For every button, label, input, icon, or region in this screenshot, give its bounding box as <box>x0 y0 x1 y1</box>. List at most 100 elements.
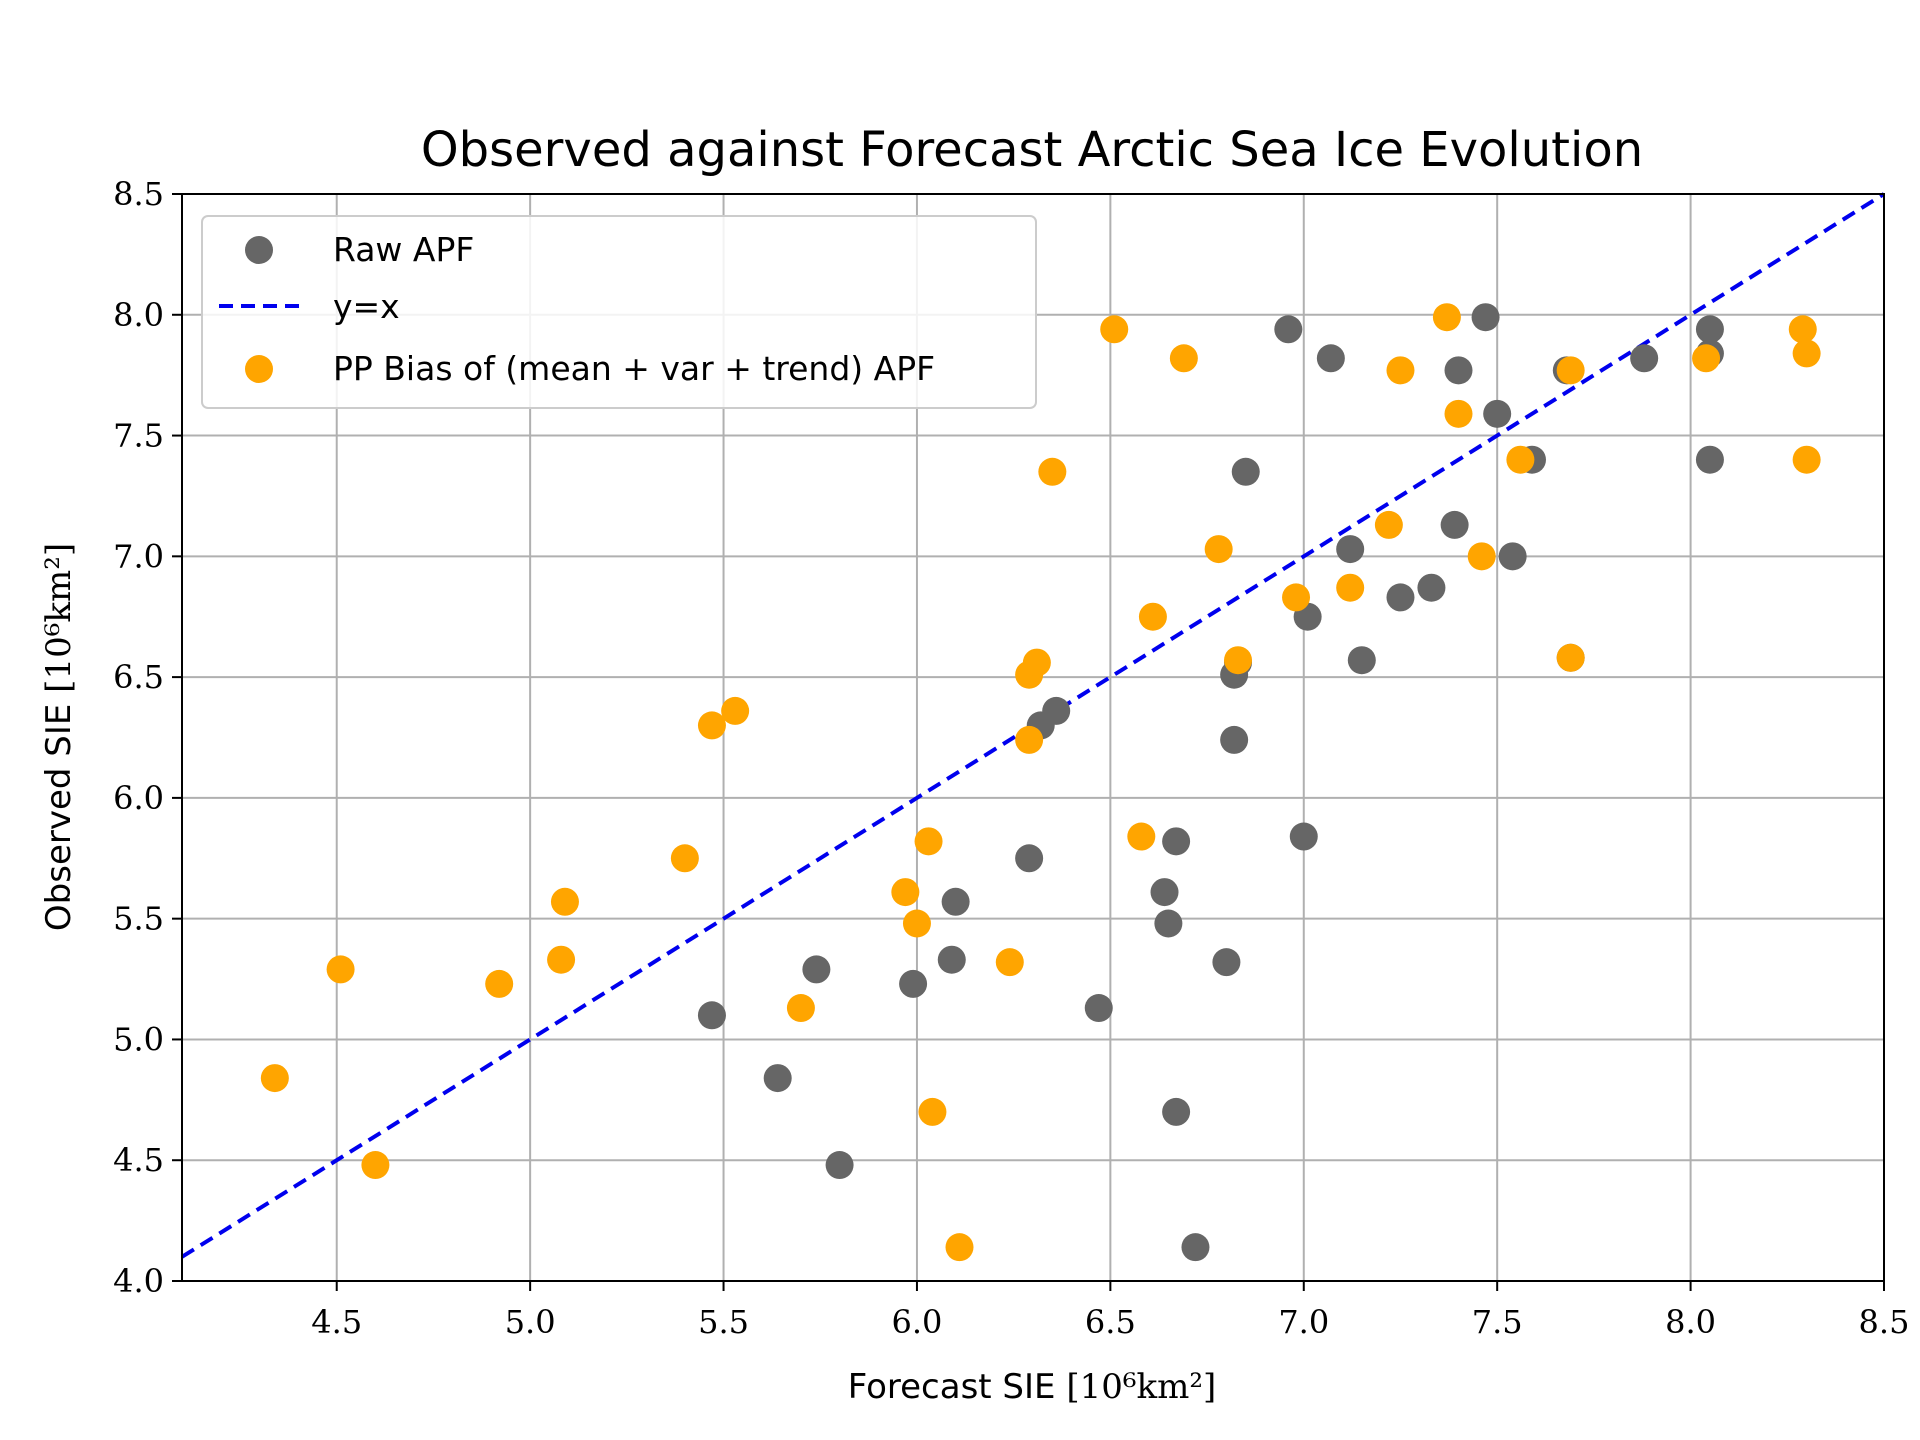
raw-apf-point <box>1154 909 1183 938</box>
raw-apf-point <box>697 1001 726 1030</box>
raw-apf-point <box>1630 344 1659 373</box>
y-tick-label: 6.0 <box>113 779 164 817</box>
pp-bias-point <box>697 711 726 740</box>
pp-bias-point <box>1015 725 1044 754</box>
pp-bias-point <box>891 878 920 907</box>
x-tick-label: 5.0 <box>505 1303 556 1341</box>
raw-apf-point <box>1231 457 1260 486</box>
raw-apf-point <box>1444 356 1473 385</box>
pp-bias-point <box>547 945 576 974</box>
raw-apf-point <box>937 945 966 974</box>
pp-bias-point <box>1100 315 1129 344</box>
plot-area-frame <box>181 193 1885 1282</box>
raw-apf-point <box>1440 510 1469 539</box>
axis-ticks: 4.5 5.0 5.5 6.0 6.5 7.0 7.5 8.0 8.5 4.0 4.5 5.0 5.5 6… <box>113 175 1909 1341</box>
pp-bias-point <box>1467 542 1496 571</box>
pp-bias-point <box>995 948 1024 977</box>
y-tick-label: 6.5 <box>113 658 164 696</box>
raw-apf-point <box>1347 646 1376 675</box>
raw-apf-point <box>1084 994 1113 1023</box>
raw-apf-point <box>899 969 928 998</box>
pp-bias-point <box>1127 822 1156 851</box>
x-tick-label: 7.5 <box>1472 1303 1523 1341</box>
pp-bias-point <box>902 909 931 938</box>
raw-apf-point <box>1220 725 1249 754</box>
pp-bias-point <box>1506 445 1535 474</box>
legend-label-raw-apf: Raw APF <box>333 230 474 269</box>
pp-bias-point <box>1204 535 1233 564</box>
y-tick-label: 8.0 <box>113 296 164 334</box>
pp-bias-point <box>361 1151 390 1180</box>
x-axis-label-text: Forecast SIE <box>848 1367 1067 1407</box>
raw-apf-point <box>1336 535 1365 564</box>
legend-marker-raw-apf <box>245 236 273 264</box>
pp-bias-point <box>1386 356 1415 385</box>
y-axis-label-text: Observed SIE <box>39 693 79 931</box>
pp-bias-point <box>1224 646 1253 675</box>
pp-bias-point <box>1788 315 1817 344</box>
legend-box <box>201 215 1037 409</box>
pp-bias-point <box>786 994 815 1023</box>
raw-apf-point <box>1212 948 1241 977</box>
legend-marker-pp-bias <box>245 355 273 383</box>
legend-label-pp-bias: PP Bias of (mean + var + trend) APF <box>333 349 935 388</box>
y-tick-label: 5.5 <box>113 900 164 938</box>
x-tick-label: 4.5 <box>311 1303 362 1341</box>
y-axis-label: Observed SIE [10⁶km²] <box>39 543 79 931</box>
x-tick-label: 6.0 <box>892 1303 943 1341</box>
data-points <box>260 303 1821 1262</box>
pp-bias-point <box>1282 583 1311 612</box>
pp-bias-point <box>1432 303 1461 332</box>
pp-bias-point <box>1692 344 1721 373</box>
pp-bias-point <box>1556 643 1585 672</box>
y-tick-label: 4.0 <box>113 1262 164 1300</box>
x-axis-label: Forecast SIE [10⁶km²] <box>848 1367 1216 1407</box>
raw-apf-point <box>1274 315 1303 344</box>
y-tick-label: 7.0 <box>113 537 164 575</box>
raw-apf-point <box>1042 696 1071 725</box>
raw-apf-point <box>763 1064 792 1093</box>
x-tick-label: 7.0 <box>1278 1303 1329 1341</box>
pp-bias-point <box>1022 648 1051 677</box>
pp-bias-point <box>1374 510 1403 539</box>
y-tick-label: 7.5 <box>113 417 164 455</box>
pp-bias-point <box>670 844 699 873</box>
pp-bias-point <box>1792 445 1821 474</box>
raw-apf-point <box>1471 303 1500 332</box>
pp-bias-point <box>721 696 750 725</box>
pp-bias-point <box>485 969 514 998</box>
raw-apf-point <box>1015 844 1044 873</box>
raw-apf-point <box>1289 822 1318 851</box>
y-tick-label: 5.0 <box>113 1020 164 1058</box>
raw-apf-point <box>1162 1097 1191 1126</box>
pp-bias-point <box>1336 573 1365 602</box>
raw-apf-point <box>1386 583 1415 612</box>
pp-bias-point <box>550 887 579 916</box>
chart-title: Observed against Forecast Arctic Sea Ice… <box>421 122 1643 178</box>
x-axis-label-units: [10⁶km²] <box>1066 1367 1216 1407</box>
raw-apf-point <box>1417 573 1446 602</box>
pp-bias-point <box>1138 602 1167 631</box>
pp-bias-point <box>945 1233 974 1262</box>
raw-apf-point <box>825 1151 854 1180</box>
y-tick-label: 4.5 <box>113 1141 164 1179</box>
raw-apf-point <box>1498 542 1527 571</box>
legend: Raw APF y=x PP Bias of (mean + var + tre… <box>201 215 1037 409</box>
pp-bias-point <box>1556 356 1585 385</box>
legend-label-y-equals-x: y=x <box>333 287 400 326</box>
pp-bias-point <box>1792 339 1821 368</box>
x-tick-label: 8.5 <box>1859 1303 1910 1341</box>
raw-apf-point <box>1695 445 1724 474</box>
pp-bias-point <box>918 1097 947 1126</box>
pp-bias-point <box>1169 344 1198 373</box>
raw-apf-point <box>1181 1233 1210 1262</box>
pp-bias-point <box>1038 457 1067 486</box>
x-tick-label: 5.5 <box>698 1303 749 1341</box>
raw-apf-point <box>941 887 970 916</box>
raw-apf-point <box>1483 399 1512 428</box>
pp-bias-point <box>260 1064 289 1093</box>
y-axis-label-units: [10⁶km²] <box>39 543 79 693</box>
raw-apf-point <box>1316 344 1345 373</box>
raw-apf-point <box>802 955 831 984</box>
